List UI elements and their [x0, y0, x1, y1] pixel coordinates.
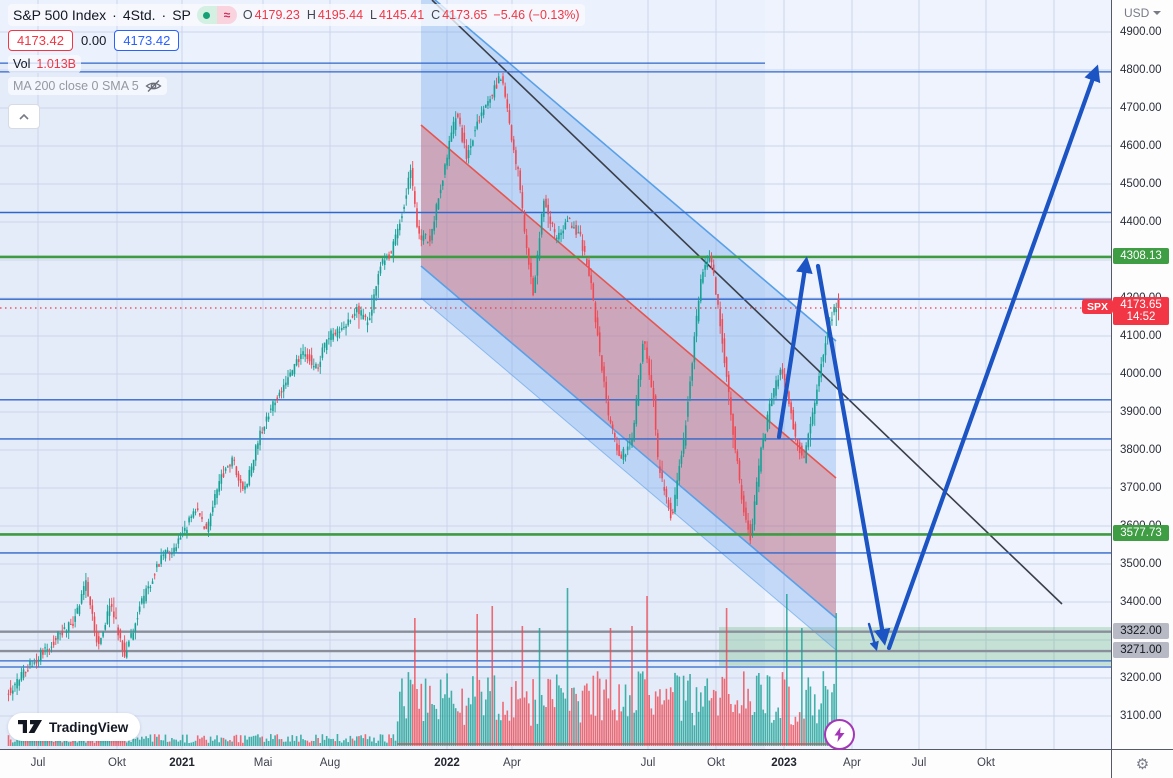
volume-bars: [7, 588, 838, 746]
close-value: 4173.65: [442, 8, 488, 22]
price-level-chip: 3271.00: [1113, 642, 1169, 659]
currency-selector[interactable]: USD: [1124, 6, 1162, 20]
volume-label: Vol: [13, 57, 31, 71]
tradingview-mark-icon: [18, 719, 42, 733]
delayed-data-icon: ≈: [216, 6, 237, 24]
price-tick-label: 4600.00: [1120, 139, 1162, 152]
spread-value: 0.00: [81, 33, 107, 48]
interval-label[interactable]: 4Std.: [122, 7, 156, 23]
price-tick-label: 4700.00: [1120, 101, 1162, 114]
low-label: L: [370, 8, 377, 22]
separator-dot: ·: [112, 7, 117, 23]
volume-value: 1.013B: [36, 57, 77, 71]
time-tick-label: 2022: [434, 757, 460, 769]
price-axis[interactable]: USD 4900.00 4800.00 4700.00 4600.00 4500.00 4…: [1111, 0, 1173, 750]
price-level-chip: 4308.13: [1113, 247, 1169, 264]
ma-study-legend[interactable]: MA 200 close 0 SMA 5: [8, 77, 167, 95]
exchange-label: SP: [172, 7, 191, 23]
price-tick-label: 3500.00: [1120, 557, 1162, 570]
market-open-icon: [196, 6, 217, 24]
tradingview-logo[interactable]: TradingView: [8, 713, 141, 741]
legend-price-boxes-row: 4173.42 0.00 4173.42: [8, 30, 585, 51]
collapse-legend-button[interactable]: [8, 104, 40, 129]
price-tick-label: 4400.00: [1120, 215, 1162, 228]
tradingview-logo-text: TradingView: [49, 719, 129, 735]
price-tick-label: 4900.00: [1120, 25, 1162, 38]
market-status-pill[interactable]: ≈: [196, 6, 237, 24]
trend-channel[interactable]: [420, 0, 837, 651]
time-tick-label: Okt: [707, 757, 725, 769]
axis-settings-corner: ⚙: [1111, 749, 1173, 778]
horizontal-levels[interactable]: [0, 62, 1112, 668]
candlesticks: [7, 72, 840, 702]
price-tick-label: 4800.00: [1120, 63, 1162, 76]
black-trendline: [431, 0, 1063, 605]
close-label: C: [431, 8, 441, 22]
ohlc-values: O 4179.23 H 4195.44 L 4145.41 C 4173.65: [243, 8, 488, 22]
time-tick-label: Jul: [30, 757, 46, 769]
open-label: O: [242, 8, 253, 22]
price-level-chip: 4173.65 14:52: [1113, 297, 1169, 325]
projection-arrows[interactable]: [776, 64, 1101, 652]
time-tick-label: 2023: [771, 757, 797, 769]
time-tick-label: Okt: [977, 757, 995, 769]
eye-hidden-icon[interactable]: [145, 79, 162, 93]
volume-study-row: Vol 1.013B: [8, 55, 585, 73]
time-tick-label: Aug: [319, 757, 341, 769]
time-tick-label: Jul: [640, 757, 656, 769]
support-zone: [719, 627, 1112, 666]
spx-price-tag: SPX: [1082, 299, 1114, 314]
chevron-up-icon: [19, 113, 29, 120]
price-tick-label: 4100.00: [1120, 329, 1162, 342]
price-tick-label: 3400.00: [1120, 595, 1162, 608]
price-tick-label: 3900.00: [1120, 405, 1162, 418]
high-value: 4195.44: [317, 8, 364, 22]
change-value: −5.46 (−0.13%): [493, 8, 580, 22]
price-tick-label: 3200.00: [1120, 671, 1162, 684]
high-label: H: [306, 8, 316, 22]
price-level-chip: 3577.73: [1113, 525, 1169, 542]
time-tick-label: Jul: [911, 757, 927, 769]
price-tick-label: 3800.00: [1120, 443, 1162, 456]
price-chart-canvas[interactable]: [0, 0, 1112, 750]
time-tick-label: Mai: [253, 757, 273, 769]
ask-price-box[interactable]: 4173.42: [114, 30, 180, 51]
quick-trade-lightning-button[interactable]: [824, 719, 855, 750]
ma-study-label: MA 200 close 0 SMA 5: [13, 79, 139, 93]
time-tick-label: Apr: [843, 757, 861, 769]
bid-price-box[interactable]: 4173.42: [8, 30, 73, 51]
price-tick-label: 4500.00: [1120, 177, 1162, 190]
time-tick-label: 2021: [169, 757, 195, 769]
time-axis[interactable]: Jul Okt 2021 Mai Aug 2022 Apr Jul Okt 2023 Apr Jul O…: [0, 749, 1112, 778]
price-level-chip: 3322.00: [1113, 622, 1169, 639]
open-value: 4179.23: [254, 8, 300, 22]
currency-label: USD: [1124, 6, 1150, 20]
volume-study-legend[interactable]: Vol 1.013B: [8, 55, 82, 73]
symbol-title[interactable]: S&P 500 Index: [13, 7, 107, 23]
chevron-down-icon: [1153, 11, 1162, 15]
time-tick-label: Okt: [108, 757, 126, 769]
lightning-icon: [834, 727, 845, 742]
ma-study-row: MA 200 close 0 SMA 5: [8, 77, 585, 95]
price-tick-label: 3700.00: [1120, 481, 1162, 494]
gear-icon[interactable]: ⚙: [1135, 755, 1150, 773]
price-tick-label: 4000.00: [1120, 367, 1162, 380]
separator-dot: ·: [161, 7, 167, 23]
price-tick-label: 3100.00: [1120, 709, 1162, 722]
time-tick-label: Apr: [503, 757, 521, 769]
low-value: 4145.41: [378, 8, 425, 22]
